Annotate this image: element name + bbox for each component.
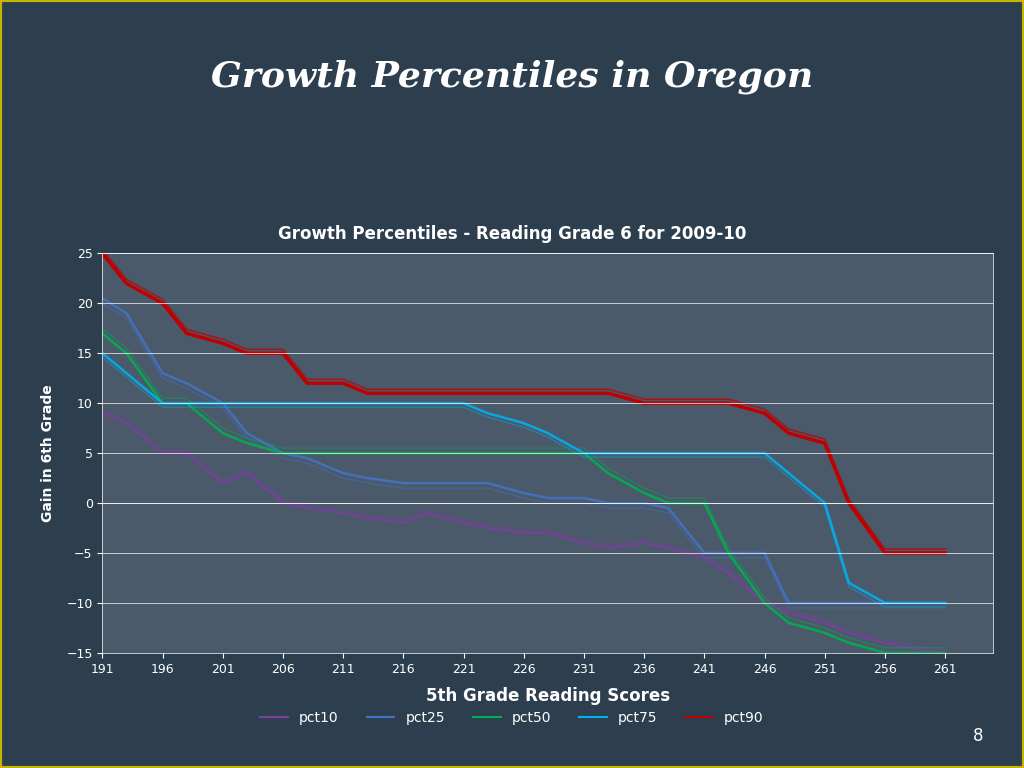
X-axis label: 5th Grade Reading Scores: 5th Grade Reading Scores [426,687,670,704]
Text: Growth Percentiles in Oregon: Growth Percentiles in Oregon [211,60,813,94]
Legend: pct10, pct25, pct50, pct75, pct90: pct10, pct25, pct50, pct75, pct90 [255,705,769,730]
Text: 8: 8 [973,727,983,745]
Y-axis label: Gain in 6th Grade: Gain in 6th Grade [41,384,55,522]
Text: Growth Percentiles - Reading Grade 6 for 2009-10: Growth Percentiles - Reading Grade 6 for… [278,225,746,243]
